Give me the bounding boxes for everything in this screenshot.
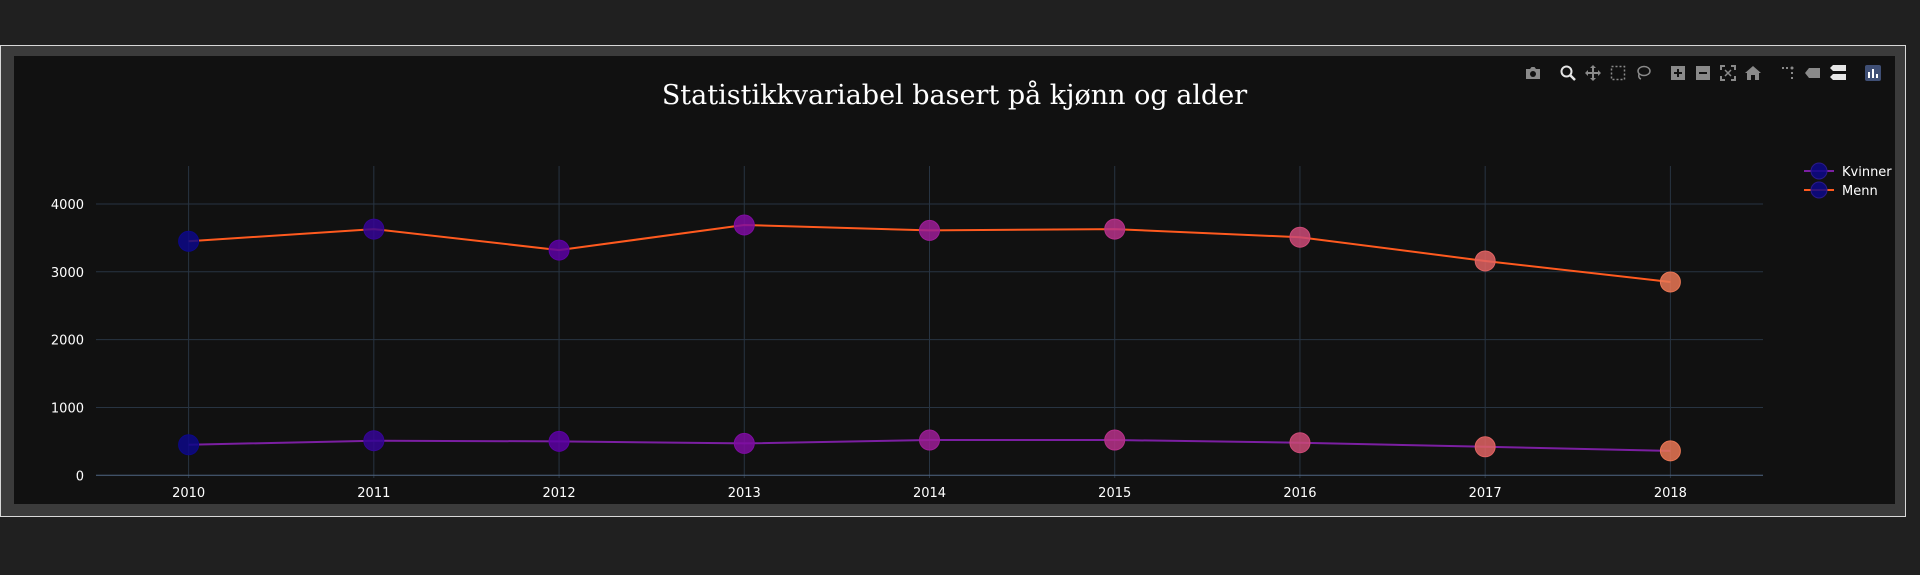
data-point-menn[interactable] bbox=[1659, 271, 1681, 293]
camera-icon[interactable] bbox=[1523, 63, 1543, 83]
chart-title: Statistikkvariabel basert på kjønn og al… bbox=[661, 80, 1248, 111]
legend-item-kvinner[interactable]: Kvinner bbox=[1804, 162, 1892, 180]
data-point-kvinner[interactable] bbox=[733, 432, 755, 454]
legend-marker bbox=[1810, 162, 1828, 180]
x-axis-ticks: 2010 2011 2012 2013 2014 2015 2016 2017 2018 bbox=[172, 486, 1687, 501]
series-markers bbox=[178, 214, 1681, 462]
data-point-kvinner[interactable] bbox=[363, 430, 385, 452]
x-tick-label: 2016 bbox=[1283, 486, 1316, 501]
zoom-out-icon[interactable] bbox=[1693, 63, 1713, 83]
y-tick-label: 4000 bbox=[51, 198, 84, 213]
data-point-menn[interactable] bbox=[919, 219, 940, 241]
data-point-menn[interactable] bbox=[178, 230, 200, 252]
x-tick-label: 2011 bbox=[357, 486, 390, 501]
chart-frame: 2010 2011 2012 2013 2014 2015 2016 2017 2018 0 10… bbox=[0, 45, 1906, 517]
x-tick-label: 2014 bbox=[913, 486, 946, 501]
data-point-menn[interactable] bbox=[1474, 250, 1496, 272]
plot-area: 2010 2011 2012 2013 2014 2015 2016 2017 2018 0 10… bbox=[14, 56, 1895, 504]
data-point-kvinner[interactable] bbox=[1289, 432, 1311, 454]
y-tick-label: 0 bbox=[76, 469, 84, 484]
legend[interactable]: Kvinner Menn bbox=[1804, 162, 1892, 199]
zoom-in-icon[interactable] bbox=[1668, 63, 1688, 83]
x-tick-label: 2018 bbox=[1654, 486, 1687, 501]
data-point-menn[interactable] bbox=[1104, 218, 1126, 240]
x-tick-label: 2013 bbox=[728, 486, 761, 501]
y-tick-label: 1000 bbox=[51, 401, 84, 416]
data-point-menn[interactable] bbox=[548, 239, 570, 261]
x-tick-label: 2017 bbox=[1469, 486, 1502, 501]
x-tick-label: 2010 bbox=[172, 486, 205, 501]
data-point-kvinner[interactable] bbox=[1659, 440, 1681, 462]
legend-label: Menn bbox=[1842, 184, 1878, 199]
x-tick-label: 2015 bbox=[1098, 486, 1131, 501]
legend-marker bbox=[1810, 181, 1828, 199]
y-axis-ticks: 0 1000 2000 3000 4000 bbox=[51, 198, 84, 484]
x-tick-label: 2012 bbox=[543, 486, 576, 501]
y-tick-label: 3000 bbox=[51, 266, 84, 281]
data-point-menn[interactable] bbox=[363, 218, 385, 240]
data-point-kvinner[interactable] bbox=[548, 430, 570, 452]
box-select-icon[interactable] bbox=[1608, 63, 1628, 83]
data-point-kvinner[interactable] bbox=[1474, 436, 1496, 458]
data-point-kvinner[interactable] bbox=[178, 434, 200, 456]
data-point-menn[interactable] bbox=[733, 214, 755, 236]
reset-axes-icon[interactable] bbox=[1743, 63, 1763, 83]
data-point-kvinner[interactable] bbox=[919, 429, 940, 451]
zoom-icon[interactable] bbox=[1558, 63, 1578, 83]
spike-lines-icon[interactable] bbox=[1778, 63, 1798, 83]
pan-icon[interactable] bbox=[1583, 63, 1603, 83]
y-tick-label: 2000 bbox=[51, 334, 84, 349]
data-point-kvinner[interactable] bbox=[1104, 429, 1126, 451]
plotly-logo-icon[interactable] bbox=[1863, 63, 1883, 83]
data-point-menn[interactable] bbox=[1289, 226, 1311, 248]
hover-compare-icon[interactable] bbox=[1828, 63, 1848, 83]
line-chart[interactable]: 2010 2011 2012 2013 2014 2015 2016 2017 2018 0 10… bbox=[14, 56, 1895, 504]
lasso-icon[interactable] bbox=[1633, 63, 1653, 83]
modebar bbox=[1523, 62, 1883, 84]
grid bbox=[96, 166, 1763, 478]
hover-closest-icon[interactable] bbox=[1803, 63, 1823, 83]
autoscale-icon[interactable] bbox=[1718, 63, 1738, 83]
legend-label: Kvinner bbox=[1842, 165, 1892, 180]
legend-item-menn[interactable]: Menn bbox=[1804, 181, 1878, 199]
